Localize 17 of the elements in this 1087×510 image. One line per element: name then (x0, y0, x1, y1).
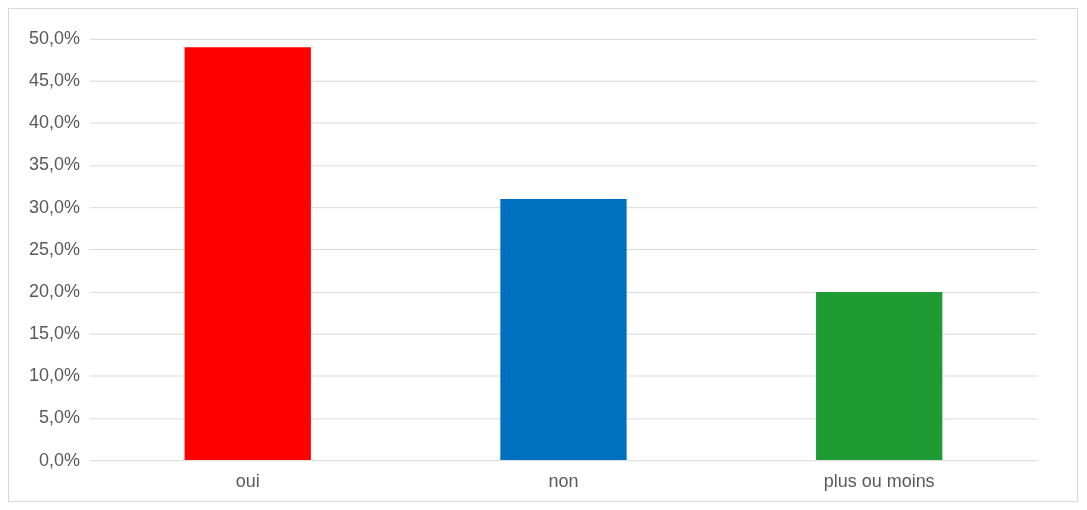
y-tick-label: 40,0% (28, 112, 80, 133)
bar (816, 291, 943, 461)
y-tick-label: 10,0% (28, 365, 80, 386)
bar (500, 199, 627, 461)
x-tick-label: plus ou moins (823, 471, 935, 492)
y-tick-label: 20,0% (28, 280, 80, 301)
y-tick-label: 45,0% (28, 70, 80, 90)
y-tick-label: 25,0% (28, 238, 80, 259)
y-tick-label: 35,0% (28, 154, 80, 175)
x-tick-label: non (548, 471, 579, 492)
x-tick-label: oui (235, 471, 260, 492)
y-tick-label: 30,0% (28, 196, 80, 217)
y-tick-label: 5,0% (38, 407, 80, 428)
y-tick-label: 50,0% (28, 27, 80, 48)
y-tick-label: 15,0% (28, 323, 80, 343)
bar (184, 47, 311, 461)
y-tick-label: 0,0% (38, 449, 80, 470)
